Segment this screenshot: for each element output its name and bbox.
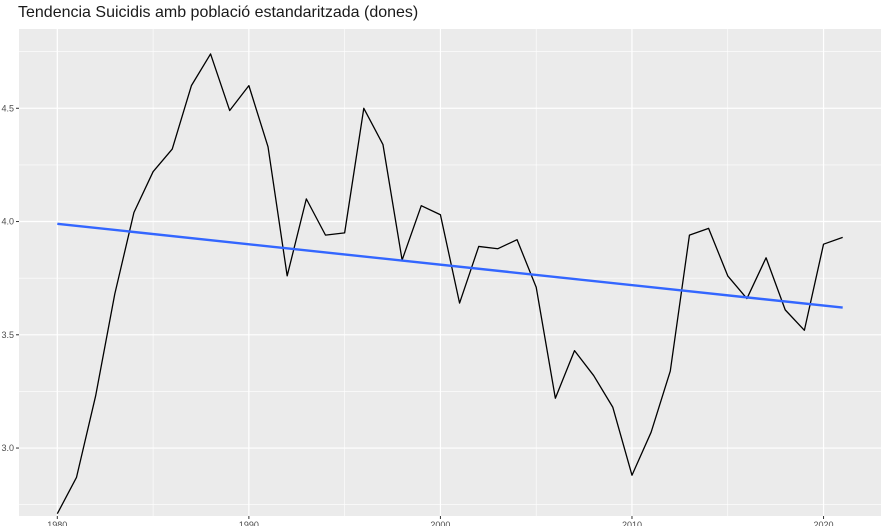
data-series-line bbox=[56, 53, 843, 515]
chart-title: Tendencia Suicidis amb població estandar… bbox=[18, 4, 419, 21]
y-tick-label: 3.5 bbox=[1, 330, 14, 340]
y-tick-label: 3.0 bbox=[1, 443, 14, 453]
y-tick-label: 4.5 bbox=[1, 103, 14, 113]
tick-layer: 1980 1990 2000 2010 2020 3.0 3.5 4.0 4.5 bbox=[1, 103, 833, 526]
major-gridlines bbox=[19, 29, 881, 516]
x-tick-label: 2020 bbox=[814, 520, 834, 526]
y-tick-label: 4.0 bbox=[1, 217, 14, 227]
plot-panel bbox=[19, 29, 881, 516]
x-tick-label: 1980 bbox=[47, 520, 67, 526]
series-layer bbox=[56, 53, 843, 515]
x-tick-label: 2010 bbox=[622, 520, 642, 526]
trend-line bbox=[57, 222, 843, 309]
minor-gridlines bbox=[19, 29, 881, 516]
x-tick-label: 2000 bbox=[430, 520, 450, 526]
x-tick-label: 1990 bbox=[239, 520, 259, 526]
